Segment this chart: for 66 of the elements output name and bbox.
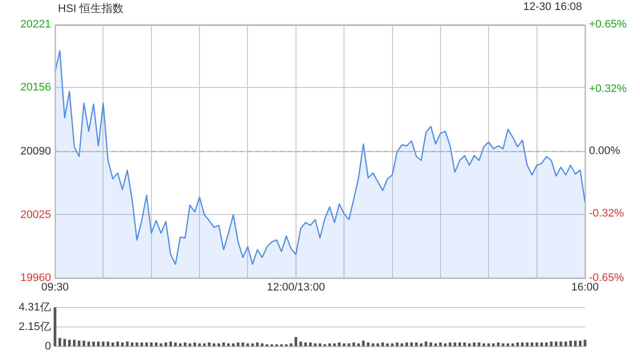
bar [357,343,360,346]
bar [439,342,442,346]
bar [516,342,519,346]
bar [299,342,302,346]
x-tick-label: 12:00/13:00 [266,281,325,294]
bar [372,343,374,346]
y2-tick-label: 0.00% [589,145,620,158]
bar [386,343,389,346]
y-tick-label: 0 [44,340,51,352]
chart-title: HSI 恒生指数 [58,2,124,16]
bar [410,342,413,346]
bar [126,342,129,346]
y2-tick-label: +0.32% [589,82,627,95]
bar [564,342,568,346]
bar [54,307,56,346]
y2-tick-label: -0.65% [589,272,624,284]
y-tick-label: 2.15亿 [18,321,51,334]
bar [87,342,90,346]
bar [362,340,365,346]
bar [492,343,495,346]
y-tick-label: 20221 [20,18,51,31]
bar [121,342,124,346]
bar [169,342,172,346]
bar [578,340,582,346]
y2-tick-label: +0.65% [589,18,627,31]
bar [545,342,548,346]
bar [78,340,80,346]
chart-subtitle: 12-30 16:08 [523,1,582,13]
bar [560,342,562,346]
bar [530,342,534,346]
bar [550,342,553,346]
y-tick-label: 20156 [20,82,51,94]
bar [424,342,428,346]
bar [574,340,577,346]
x-tick-label: 09:30 [41,281,69,294]
bar [106,342,110,346]
bar [554,342,558,346]
bar [58,338,62,346]
y-tick-label: 20090 [20,146,51,158]
y2-tick-label: -0.32% [589,208,624,220]
y-tick-label: 4.31亿 [18,302,51,314]
bar [227,343,230,346]
bar [294,337,298,346]
bar [92,342,95,346]
bar [116,342,119,346]
bar [478,342,480,346]
bar [212,343,216,346]
bar [82,340,86,346]
bar [333,343,336,346]
bar [97,342,100,346]
y-tick-label: 20025 [20,208,51,221]
bar [318,343,322,346]
bar [584,340,586,346]
bar [145,342,148,346]
bar [251,343,254,346]
bar [174,342,177,346]
bar [160,343,162,346]
bar [198,343,201,346]
bar [102,342,105,346]
y-tick-label: 19960 [20,272,51,284]
bar [304,342,307,346]
bar [63,338,66,346]
bar [68,340,71,346]
bar [463,342,466,346]
x-tick-label: 16:00 [571,281,599,294]
bar [569,340,572,346]
